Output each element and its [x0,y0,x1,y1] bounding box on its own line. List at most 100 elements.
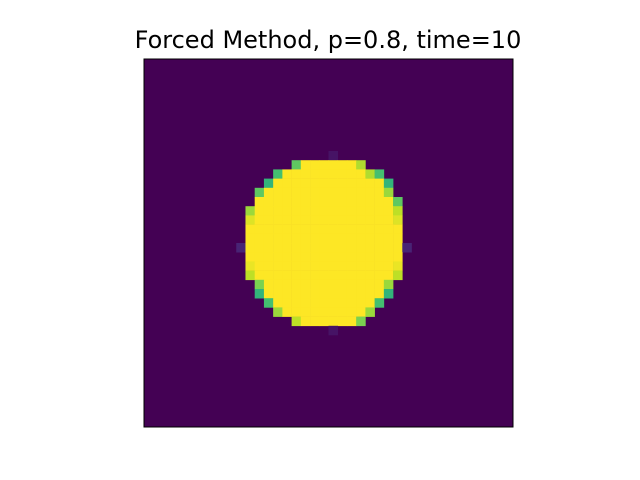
heatmap-cell [300,307,311,317]
heatmap-cell [310,252,320,262]
heatmap-cell [346,298,357,308]
heatmap-cell [300,206,311,216]
heatmap-cell [374,252,385,262]
heatmap-cell [365,243,375,253]
heatmap-cell [291,224,302,235]
heatmap-cell [365,197,375,207]
heatmap-cell [328,151,339,161]
heatmap-cell [319,289,329,299]
heatmap-cell [346,178,357,189]
heatmap-cell [291,316,302,327]
heatmap-cell [282,187,292,198]
heatmap-cell [254,206,265,216]
heatmap-cell [263,224,274,235]
heatmap-cell [328,298,339,308]
heatmap-cell [245,252,255,262]
heatmap-cell [263,206,274,216]
heatmap-cell [365,224,375,235]
heatmap-cell [273,243,283,253]
heatmap-cell [365,261,375,271]
heatmap-cell [263,289,274,299]
heatmap-cell [263,233,274,244]
heatmap-cell [337,160,348,170]
heatmap-cell [346,160,357,170]
heatmap-cell [365,289,375,299]
heatmap-cell [273,252,283,262]
heatmap-cell [337,224,348,235]
heatmap-cell [374,206,385,216]
heatmap-cell [328,316,339,327]
heatmap-cell [328,206,339,216]
heatmap-cell [310,169,320,179]
heatmap-cell [310,316,320,327]
heatmap-cell [273,178,283,189]
heatmap-cell [393,224,403,235]
heatmap-cell [365,252,375,262]
heatmap-cell [300,187,311,198]
heatmap-cell [337,169,348,179]
heatmap-cell [365,279,375,290]
heatmap-cell [365,270,375,281]
heatmap-cell [393,215,403,225]
heatmap-cell [365,298,375,308]
heatmap-cell [383,270,394,281]
heatmap-cell [273,187,283,198]
heatmap-cell [346,197,357,207]
heatmap-cell [328,169,339,179]
heatmap-cell [356,316,366,327]
heatmap-cell [300,160,311,170]
heatmap-cell [263,270,274,281]
heatmap-cell [300,289,311,299]
heatmap-cell [319,233,329,244]
heatmap-cell [291,252,302,262]
heatmap-cell [310,279,320,290]
heatmap-cell [300,233,311,244]
heatmap-cell [300,224,311,235]
heatmap-cell [319,224,329,235]
chart-title: Forced Method, p=0.8, time=10 [134,26,522,54]
heatmap-cell [356,224,366,235]
heatmap-cell [328,187,339,198]
heatmap-cell [263,187,274,198]
heatmap-cell [383,215,394,225]
heatmap-cell [328,233,339,244]
heatmap-cell [383,178,394,189]
heatmap-cell [328,160,339,170]
heatmap-cell [337,252,348,262]
heatmap-cell [328,243,339,253]
heatmap-cell [365,178,375,189]
heatmap-cell [273,224,283,235]
heatmap-cell [319,206,329,216]
heatmap-cell [346,270,357,281]
heatmap-cell [319,178,329,189]
heatmap-cell [319,197,329,207]
heatmap-cell [300,279,311,290]
heatmap-cell [310,178,320,189]
heatmap-cell [282,270,292,281]
heatmap-cell [356,169,366,179]
heatmap-cell [300,298,311,308]
heatmap-cell [291,178,302,189]
heatmap-cell [263,252,274,262]
heatmap-cell [245,270,255,281]
heatmap-cell [300,169,311,179]
heatmap-cell [337,307,348,317]
heatmap-cell [291,206,302,216]
heatmap-cell [282,261,292,271]
heatmap-cell [374,187,385,198]
heatmap-cell [337,298,348,308]
heatmap-cell [245,224,255,235]
heatmap-cell [291,233,302,244]
heatmap-cell [374,197,385,207]
heatmap-cell [273,307,283,317]
heatmap-cell [291,160,302,170]
heatmap-cell [346,224,357,235]
heatmap-cell [383,261,394,271]
heatmap-cell [263,243,274,253]
heatmap-cell [328,270,339,281]
heatmap-cell [310,307,320,317]
heatmap-cell [282,289,292,299]
heatmap-cell [300,178,311,189]
heatmap-cell [319,169,329,179]
heatmap-cell [282,215,292,225]
